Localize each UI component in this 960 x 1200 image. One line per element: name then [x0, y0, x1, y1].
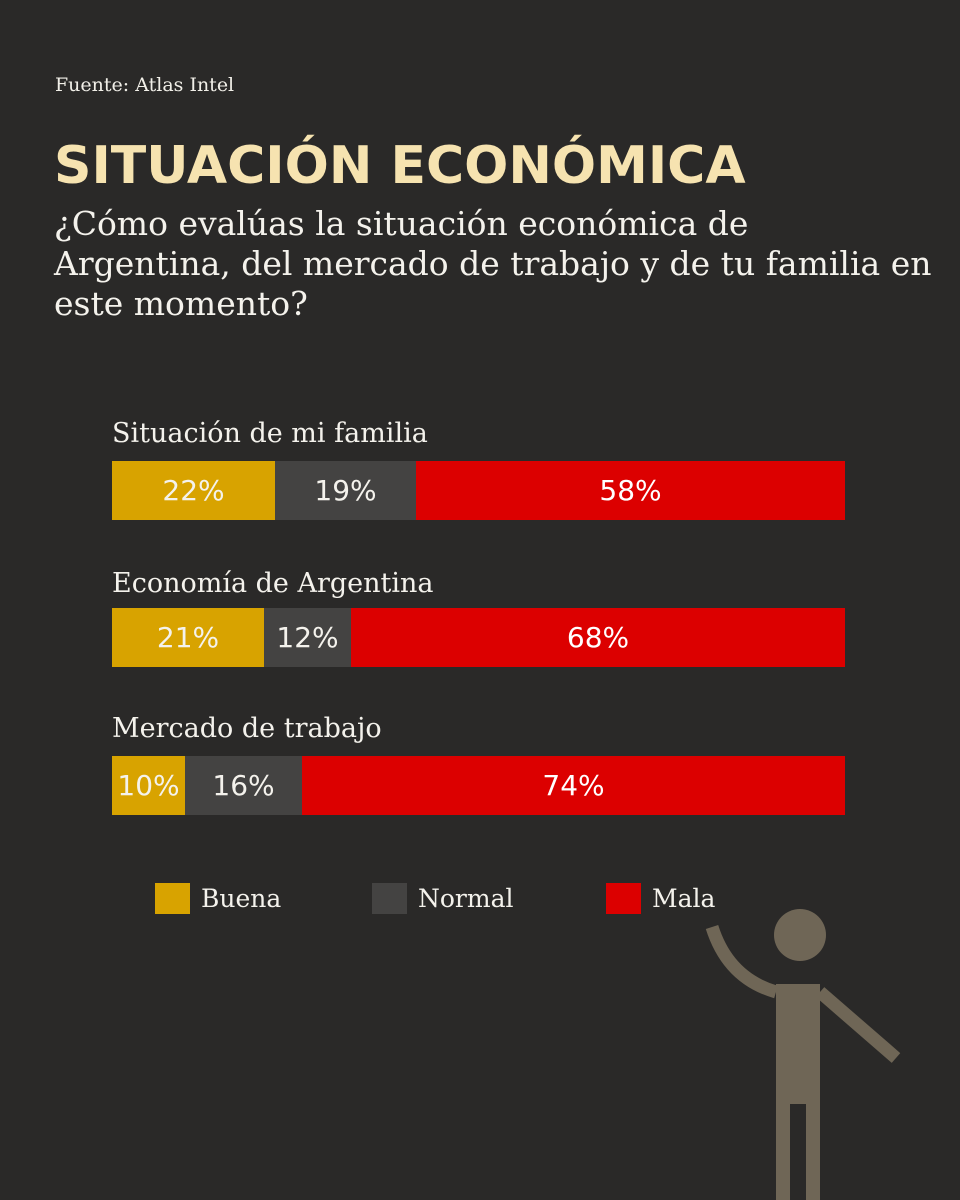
bar-segment-mala: 58%: [416, 461, 845, 520]
stacked-bar: 22% 19% 58%: [112, 461, 845, 520]
legend-swatch: [155, 883, 190, 914]
legend-swatch: [372, 883, 407, 914]
bar-segment-buena: 22%: [112, 461, 275, 520]
row-label: Economía de Argentina: [112, 568, 434, 599]
bar-segment-buena: 21%: [112, 608, 264, 667]
bar-segment-normal: 19%: [275, 461, 416, 520]
legend-label: Normal: [418, 884, 514, 913]
figure-raised-arm: [705, 924, 779, 999]
legend-label: Mala: [652, 884, 716, 913]
bar-segment-normal: 12%: [264, 608, 351, 667]
raised-hand-person-icon: [705, 909, 901, 1200]
figure-lower-arm: [815, 987, 901, 1063]
figure-left-leg: [776, 1100, 790, 1200]
row-label: Situación de mi familia: [112, 418, 428, 449]
source-note: Fuente: Atlas Intel: [55, 74, 235, 96]
figure-head: [774, 909, 826, 961]
stacked-bar: 10% 16% 74%: [112, 756, 845, 815]
stacked-bar: 21% 12% 68%: [112, 608, 845, 667]
legend-label: Buena: [201, 884, 282, 913]
row-label: Mercado de trabajo: [112, 713, 382, 744]
bar-segment-mala: 74%: [302, 756, 845, 815]
figure-torso: [776, 984, 820, 1104]
bar-segment-mala: 68%: [351, 608, 845, 667]
chart-title: SITUACIÓN ECONÓMICA: [54, 136, 746, 196]
figure-right-leg: [806, 1100, 820, 1200]
bar-segment-normal: 16%: [185, 756, 302, 815]
chart-subtitle: ¿Cómo evalúas la situación económica de …: [54, 204, 932, 323]
legend-swatch: [606, 883, 641, 914]
bar-segment-buena: 10%: [112, 756, 185, 815]
